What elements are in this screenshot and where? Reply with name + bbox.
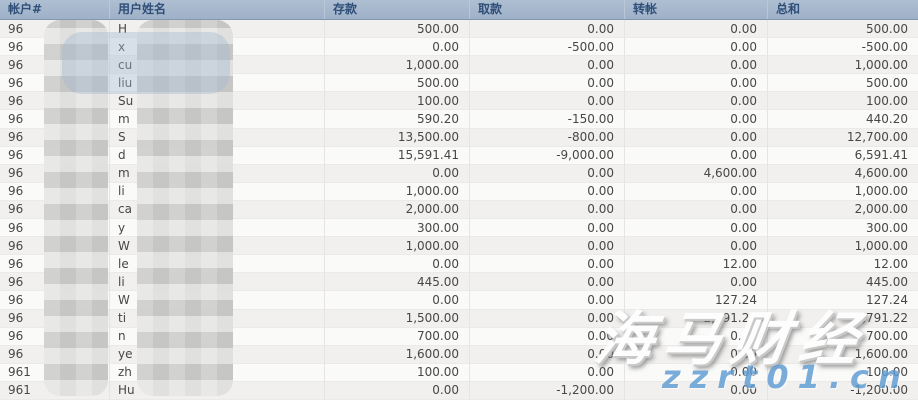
cell-deposit: 2,000.00 — [325, 200, 470, 220]
cell-withdraw: 0.00 — [470, 345, 625, 364]
cell-deposit: 100.00 — [325, 363, 470, 382]
cell-total: 500.00 — [768, 74, 918, 93]
cell-deposit: 0.00 — [325, 255, 470, 274]
cell-total: 700.00 — [768, 328, 918, 346]
table-row[interactable]: 961 Hu 0.00 -1,200.00 0.00 -1,200.00 — [0, 381, 918, 400]
cell-deposit: 13,500.00 — [325, 128, 470, 147]
cell-deposit: 0.00 — [325, 291, 470, 310]
redaction-blur-tint — [62, 32, 230, 94]
cell-transfer: 0.00 — [625, 273, 768, 292]
cell-withdraw: 0.00 — [470, 56, 625, 75]
cell-total: 1,000.00 — [768, 183, 918, 201]
cell-deposit: 590.20 — [325, 110, 470, 129]
cell-transfer: 0.00 — [625, 182, 768, 201]
cell-withdraw: -1,200.00 — [470, 381, 625, 400]
cell-deposit: 15,591.41 — [325, 146, 470, 165]
cell-account: 961 — [0, 381, 110, 400]
cell-withdraw: -500.00 — [470, 38, 625, 57]
cell-transfer: 0.00 — [625, 363, 768, 382]
cell-total: 127.24 — [768, 291, 918, 310]
cell-withdraw: -800.00 — [470, 128, 625, 147]
cell-deposit: 500.00 — [325, 74, 470, 93]
redaction-blur-name — [137, 20, 233, 396]
table-header-row: 帐户# 用户姓名 存款 取款 转帐 总和 — [0, 0, 918, 20]
cell-total: 6,591.41 — [768, 147, 918, 165]
cell-deposit: 1,000.00 — [325, 237, 470, 256]
cell-transfer: 12.00 — [625, 255, 768, 274]
cell-withdraw: 0.00 — [470, 255, 625, 274]
cell-withdraw: -150.00 — [470, 110, 625, 129]
cell-transfer: 2,291.22 — [625, 309, 768, 328]
cell-transfer: 0.00 — [625, 110, 768, 129]
redaction-blur-account — [44, 20, 108, 396]
cell-total: 100.00 — [768, 364, 918, 382]
cell-deposit: 1,000.00 — [325, 182, 470, 201]
cell-total: 12.00 — [768, 255, 918, 274]
cell-total: 2,000.00 — [768, 201, 918, 220]
column-header-total[interactable]: 总和 — [776, 2, 801, 16]
cell-total: 1,600.00 — [768, 346, 918, 364]
cell-transfer: 0.00 — [625, 381, 768, 400]
cell-withdraw: 0.00 — [470, 200, 625, 220]
cell-transfer: 0.00 — [625, 345, 768, 364]
cell-total: 100.00 — [768, 92, 918, 111]
cell-deposit: 100.00 — [325, 92, 470, 111]
cell-deposit: 1,000.00 — [325, 56, 470, 75]
cell-withdraw: -9,000.00 — [470, 146, 625, 165]
cell-transfer: 0.00 — [625, 56, 768, 75]
cell-deposit: 1,500.00 — [325, 309, 470, 328]
cell-total: 4,600.00 — [768, 165, 918, 183]
cell-withdraw: 0.00 — [470, 309, 625, 328]
cell-total: 300.00 — [768, 219, 918, 238]
column-header-withdraw[interactable]: 取款 — [470, 0, 625, 19]
cell-deposit: 700.00 — [325, 327, 470, 346]
cell-transfer: 4,600.00 — [625, 164, 768, 183]
cell-withdraw: 0.00 — [470, 237, 625, 256]
cell-transfer: 0.00 — [625, 146, 768, 165]
cell-total: 3,791.22 — [768, 310, 918, 328]
cell-deposit: 300.00 — [325, 219, 470, 238]
cell-withdraw: 0.00 — [470, 327, 625, 346]
column-header-transfer[interactable]: 转帐 — [625, 0, 768, 19]
cell-deposit: 0.00 — [325, 38, 470, 57]
cell-total: -500.00 — [768, 38, 918, 57]
column-header-account[interactable]: 帐户# — [0, 0, 110, 19]
cell-withdraw: 0.00 — [470, 273, 625, 292]
cell-transfer: 0.00 — [625, 20, 768, 39]
cell-total: 440.20 — [768, 110, 918, 129]
cell-transfer: 0.00 — [625, 219, 768, 238]
cell-transfer: 0.00 — [625, 200, 768, 220]
cell-withdraw: 0.00 — [470, 291, 625, 310]
cell-transfer: 0.00 — [625, 237, 768, 256]
cell-withdraw: 0.00 — [470, 219, 625, 238]
cell-transfer: 0.00 — [625, 38, 768, 57]
column-header-username[interactable]: 用户姓名 — [110, 0, 325, 19]
cell-total: 1,000.00 — [768, 56, 918, 75]
cell-transfer: 0.00 — [625, 327, 768, 346]
column-header-deposit[interactable]: 存款 — [325, 0, 470, 19]
cell-transfer: 0.00 — [625, 92, 768, 111]
cell-withdraw: 0.00 — [470, 164, 625, 183]
cell-deposit: 1,600.00 — [325, 345, 470, 364]
cell-transfer: 0.00 — [625, 74, 768, 93]
cell-username: Hu — [110, 381, 325, 400]
cell-transfer: 0.00 — [625, 128, 768, 147]
cell-total: 1,000.00 — [768, 237, 918, 256]
cell-deposit: 500.00 — [325, 20, 470, 39]
cell-withdraw: 0.00 — [470, 20, 625, 39]
cell-withdraw: 0.00 — [470, 92, 625, 111]
cell-deposit: 445.00 — [325, 273, 470, 292]
cell-transfer: 127.24 — [625, 291, 768, 310]
cell-total: -1,200.00 — [768, 382, 918, 400]
cell-total: 500.00 — [768, 20, 918, 39]
cell-withdraw: 0.00 — [470, 363, 625, 382]
cell-withdraw: 0.00 — [470, 74, 625, 93]
cell-withdraw: 0.00 — [470, 182, 625, 201]
cell-deposit: 0.00 — [325, 381, 470, 400]
cell-total: 445.00 — [768, 273, 918, 292]
cell-deposit: 0.00 — [325, 164, 470, 183]
cell-total: 12,700.00 — [768, 129, 918, 147]
